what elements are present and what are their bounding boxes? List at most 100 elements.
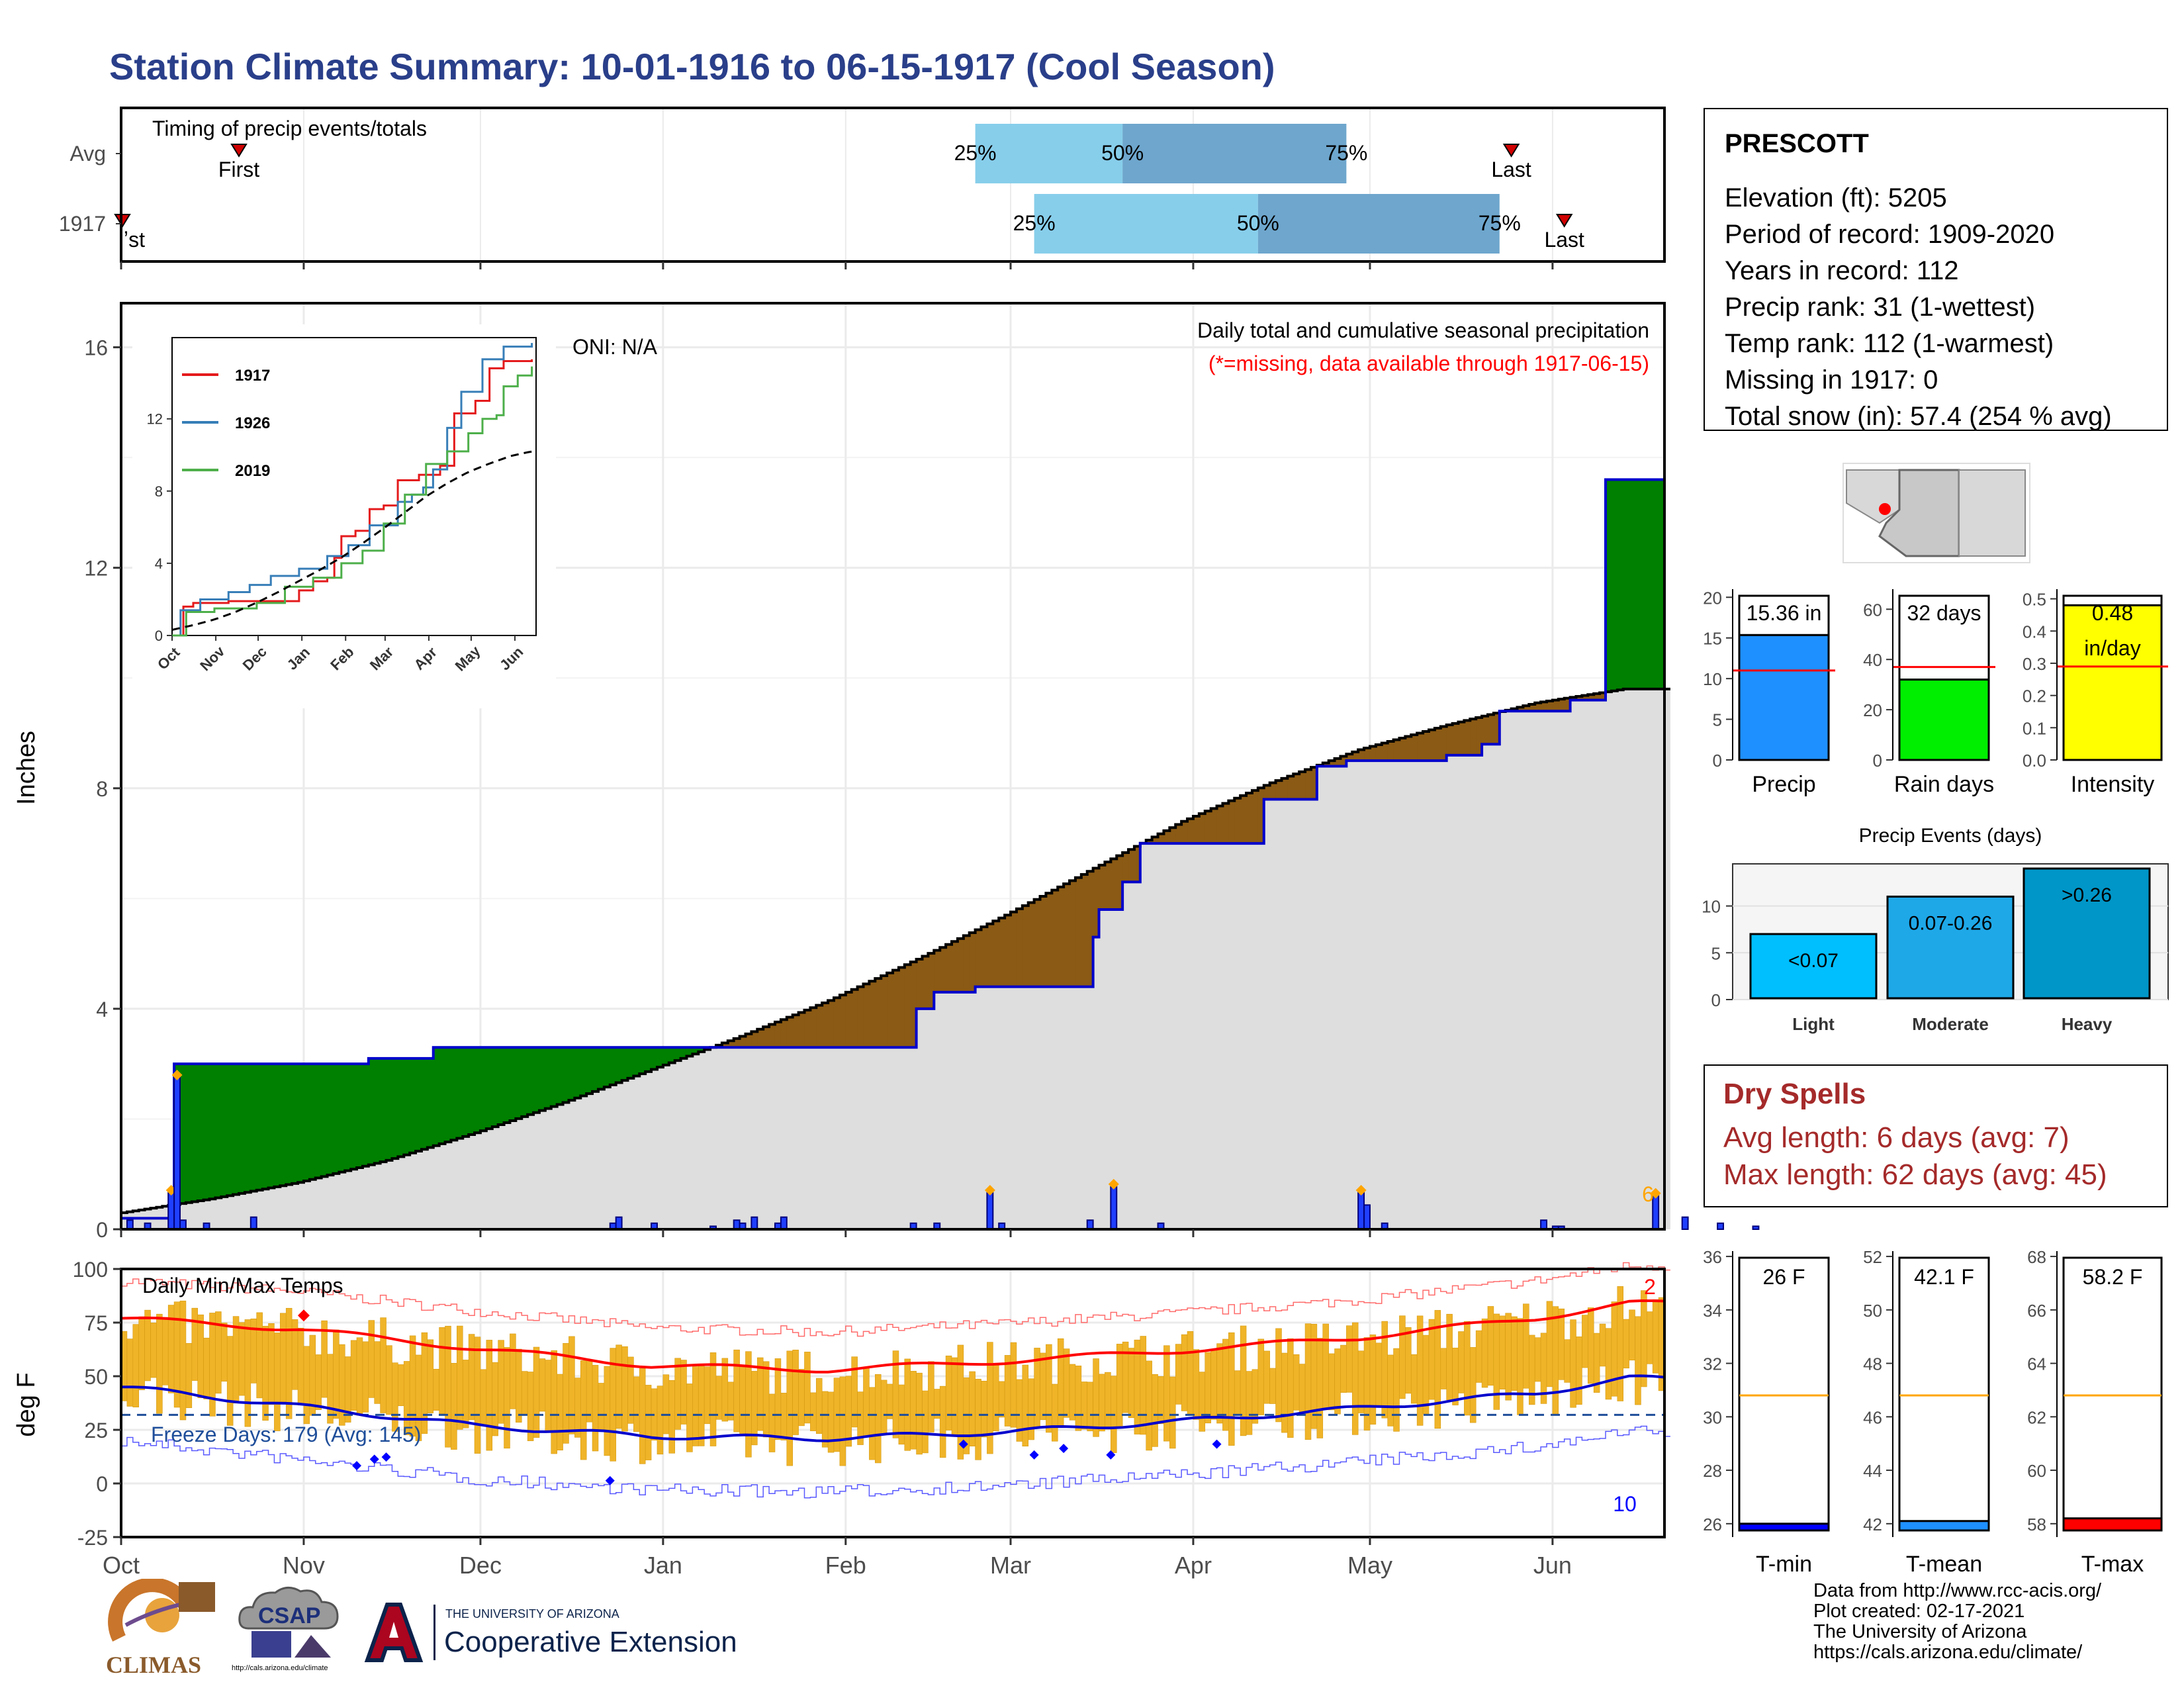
cumulative-diff-fill xyxy=(433,1047,440,1146)
tmin-mini-ytick-label: 28 xyxy=(1703,1461,1722,1481)
daily-temp-bar xyxy=(162,1317,169,1385)
daily-temp-bar xyxy=(1234,1370,1241,1415)
timing-bar-light xyxy=(1034,194,1258,254)
daily-temp-bar xyxy=(1641,1290,1647,1387)
cumulative-diff-fill xyxy=(674,1047,682,1061)
cumulative-diff-fill xyxy=(898,967,905,1048)
cumulative-diff-fill xyxy=(1629,479,1636,689)
inset-series-line xyxy=(172,359,533,637)
tmax-mini-outline xyxy=(2062,1256,2163,1532)
daily-temp-bar xyxy=(439,1327,445,1414)
cumulative-diff-fill xyxy=(1387,741,1394,761)
tmax-mini-ytick-label: 64 xyxy=(2027,1354,2046,1374)
cumulative-diff-fill xyxy=(692,1047,699,1055)
daily-temp-bar xyxy=(533,1346,540,1438)
cumulative-diff-fill xyxy=(969,932,976,992)
daily-temp-bar xyxy=(191,1307,199,1381)
cumulative-diff-fill xyxy=(292,1064,298,1184)
cumulative-diff-fill xyxy=(1641,479,1647,689)
daily-temp-bar xyxy=(1087,1382,1093,1432)
cumulative-diff-fill xyxy=(398,1058,404,1157)
daily-temp-bar xyxy=(1228,1332,1235,1446)
cumulative-diff-fill xyxy=(727,1041,735,1048)
cumulative-diff-fill xyxy=(510,1047,516,1121)
timing-label-25: 25% xyxy=(1013,211,1056,235)
cumulative-diff-fill xyxy=(262,1064,269,1190)
cumulative-diff-fill xyxy=(427,1058,434,1148)
cumulative-diff-fill xyxy=(480,1047,487,1131)
daily-temp-bar xyxy=(1546,1301,1553,1387)
daily-temp-bar xyxy=(1093,1358,1099,1437)
daily-temp-bar xyxy=(975,1378,981,1460)
precip-ytick-label: 0 xyxy=(96,1218,108,1242)
cumulative-diff-fill xyxy=(1093,868,1100,937)
station-years: Years in record: 112 xyxy=(1725,256,1959,285)
cumulative-diff-fill xyxy=(963,935,970,992)
cumulative-diff-fill xyxy=(757,1029,764,1048)
cumulative-diff-fill xyxy=(828,1000,835,1048)
cumulative-diff-fill xyxy=(1081,874,1088,987)
daily-temp-bar xyxy=(551,1350,557,1454)
daily-temp-bar xyxy=(510,1333,516,1409)
daily-temp-bar xyxy=(1635,1316,1641,1405)
intensity-mini-ytick-label: 0.4 xyxy=(2023,622,2046,641)
daily-temp-bar xyxy=(1410,1354,1418,1404)
daily-temp-bar xyxy=(1022,1364,1029,1447)
record-low-marker xyxy=(1106,1450,1116,1460)
cumulative-diff-fill xyxy=(239,1064,246,1194)
cumulative-diff-fill xyxy=(1269,782,1277,800)
daily-temp-bar xyxy=(1405,1327,1412,1394)
daily-temp-bar xyxy=(886,1383,893,1419)
tmax-mini-ytick-label: 68 xyxy=(2027,1247,2046,1267)
cumulative-diff-fill xyxy=(439,1047,446,1144)
daily-temp-bar xyxy=(1158,1376,1164,1425)
cumulative-diff-fill xyxy=(987,923,993,987)
daily-temp-bar xyxy=(922,1390,929,1454)
cumulative-diff-fill xyxy=(209,1064,216,1199)
cumulative-diff-fill xyxy=(798,1012,805,1048)
daily-temp-bar xyxy=(232,1316,240,1404)
cumulative-diff-fill xyxy=(539,1047,546,1111)
daily-precip-bar xyxy=(179,1219,187,1230)
daily-temp-bar xyxy=(874,1374,882,1464)
daily-temp-bar xyxy=(380,1317,387,1413)
daily-temp-bar xyxy=(621,1346,628,1432)
precip-mini-label: Precip xyxy=(1752,772,1815,797)
daily-temp-bar xyxy=(1558,1308,1565,1380)
state-map-inset xyxy=(1843,463,2030,563)
daily-temp-bar xyxy=(1570,1319,1576,1408)
cumulative-diff-fill xyxy=(804,1009,811,1048)
temp-ytick-label: 75 xyxy=(84,1311,108,1335)
cumulative-diff-fill xyxy=(1046,893,1052,987)
timing-label-50: 50% xyxy=(1237,211,1279,235)
daily-precip-bar xyxy=(167,1192,175,1231)
temp-count-high: 2 xyxy=(1644,1275,1656,1299)
cumulative-diff-fill xyxy=(1564,698,1571,712)
precip-count-label: 6 xyxy=(1642,1182,1654,1206)
tmin-mini-ytick-label: 30 xyxy=(1703,1407,1722,1427)
daily-temp-bar xyxy=(1105,1372,1111,1430)
cumulative-diff-fill xyxy=(339,1064,345,1172)
cumulative-diff-fill xyxy=(1393,739,1400,761)
cumulative-diff-fill xyxy=(1193,816,1200,844)
events-title: Precip Events (days) xyxy=(1859,825,2042,847)
month-tick-label: Feb xyxy=(825,1552,866,1579)
daily-temp-bar xyxy=(869,1387,876,1460)
daily-temp-bar xyxy=(1346,1325,1353,1393)
cumulative-diff-fill xyxy=(904,964,911,1048)
record-low-marker xyxy=(1212,1439,1222,1449)
daily-temp-bar xyxy=(521,1371,528,1415)
daily-temp-bar xyxy=(1275,1328,1282,1423)
daily-temp-bar xyxy=(321,1320,328,1398)
daily-temp-bar xyxy=(539,1358,546,1412)
month-tick-label: Mar xyxy=(990,1552,1031,1579)
daily-precip-bar xyxy=(126,1219,134,1230)
daily-temp-bar xyxy=(1016,1379,1023,1442)
daily-temp-bar xyxy=(1281,1352,1288,1433)
daily-precip-bar xyxy=(1717,1222,1725,1230)
daily-temp-bar xyxy=(1040,1352,1046,1421)
daily-temp-bar xyxy=(563,1343,569,1444)
cumulative-diff-fill xyxy=(1375,745,1383,761)
ua-block-a-icon xyxy=(364,1603,424,1662)
cumulative-diff-fill xyxy=(545,1047,552,1109)
